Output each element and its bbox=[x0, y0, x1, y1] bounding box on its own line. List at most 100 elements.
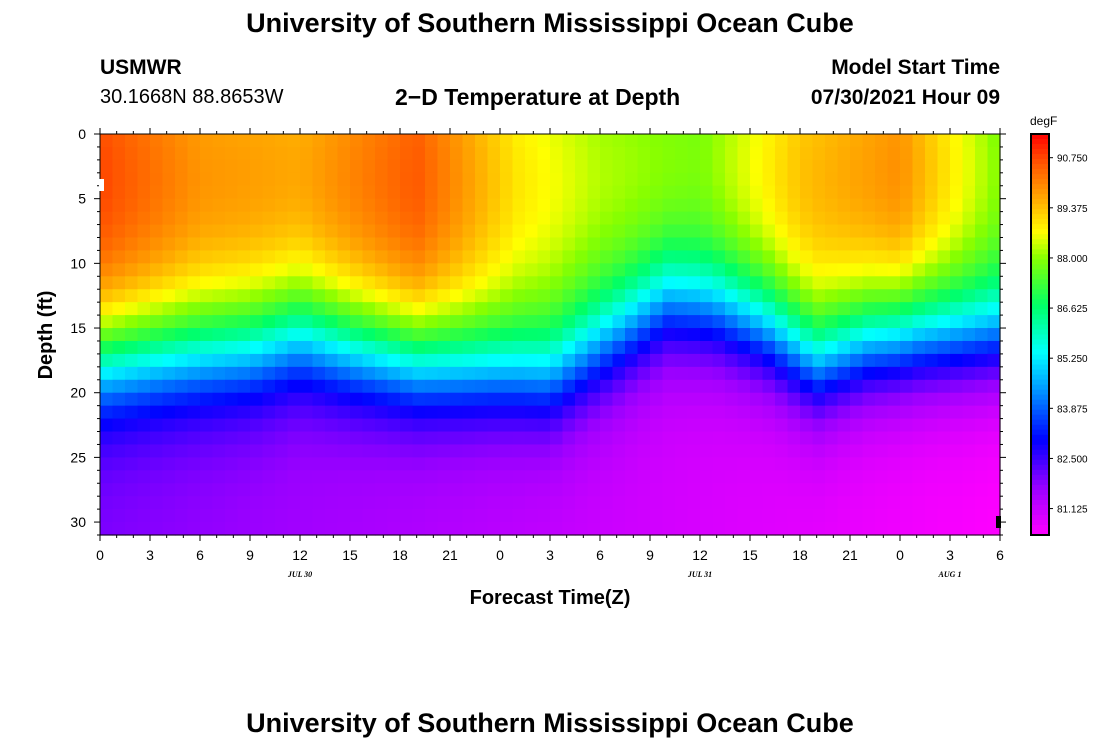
heatmap-cell bbox=[375, 172, 389, 187]
colorbar-swatch bbox=[1031, 514, 1049, 521]
heatmap-cell bbox=[937, 405, 951, 420]
heatmap-cell bbox=[275, 302, 289, 316]
heatmap-cell bbox=[875, 496, 889, 510]
heatmap-cell bbox=[300, 263, 314, 277]
heatmap-cell bbox=[825, 134, 839, 148]
heatmap-cell bbox=[950, 263, 964, 277]
heatmap-cell bbox=[262, 250, 276, 264]
heatmap-cell bbox=[437, 392, 451, 407]
heatmap-cell bbox=[625, 457, 639, 471]
heatmap-cell bbox=[537, 211, 551, 226]
heatmap-cell bbox=[112, 340, 126, 355]
heatmap-cell bbox=[650, 237, 664, 252]
heatmap-cell bbox=[787, 185, 801, 200]
heatmap-cell bbox=[662, 340, 676, 355]
heatmap-cell bbox=[550, 134, 564, 148]
heatmap-cell bbox=[812, 289, 826, 303]
heatmap-cell bbox=[150, 198, 164, 213]
heatmap-cell bbox=[987, 276, 1001, 290]
heatmap-cell bbox=[612, 263, 626, 277]
heatmap-cell bbox=[750, 353, 764, 368]
heatmap-cell bbox=[400, 302, 414, 316]
heatmap-cell bbox=[175, 315, 189, 329]
heatmap-cell bbox=[337, 224, 351, 239]
heatmap-cell bbox=[950, 457, 964, 471]
heatmap-cell bbox=[337, 340, 351, 355]
heatmap-cell bbox=[875, 379, 889, 394]
heatmap-cell bbox=[900, 483, 914, 497]
heatmap-cell bbox=[287, 198, 301, 213]
heatmap-cell bbox=[600, 366, 614, 381]
heatmap-cell bbox=[212, 263, 226, 277]
heatmap-cell bbox=[975, 263, 989, 277]
heatmap-cell bbox=[537, 522, 551, 536]
heatmap-cell bbox=[587, 146, 601, 161]
heatmap-cell bbox=[600, 185, 614, 200]
heatmap-cell bbox=[600, 392, 614, 407]
heatmap-cell bbox=[525, 522, 539, 536]
heatmap-cell bbox=[425, 289, 439, 303]
heatmap-cell bbox=[950, 444, 964, 458]
heatmap-cell bbox=[287, 315, 301, 329]
heatmap-cell bbox=[825, 457, 839, 471]
heatmap-cell bbox=[675, 483, 689, 497]
heatmap-cell bbox=[362, 444, 376, 458]
heatmap-cell bbox=[412, 237, 426, 252]
heatmap-cell bbox=[437, 134, 451, 148]
heatmap-cell bbox=[725, 392, 739, 407]
heatmap-cell bbox=[937, 224, 951, 239]
colorbar-swatch bbox=[1031, 239, 1049, 245]
heatmap-cell bbox=[975, 211, 989, 226]
heatmap-cell bbox=[637, 315, 651, 329]
heatmap-cell bbox=[275, 134, 289, 148]
heatmap-cell bbox=[550, 276, 564, 290]
heatmap-cell bbox=[650, 263, 664, 277]
heatmap-cell bbox=[950, 392, 964, 407]
heatmap-cell bbox=[787, 276, 801, 290]
heatmap-cell bbox=[500, 185, 514, 200]
heatmap-cell bbox=[237, 418, 251, 433]
heatmap-cell bbox=[400, 444, 414, 458]
heatmap-cell bbox=[125, 392, 139, 407]
heatmap-cell bbox=[237, 276, 251, 290]
heatmap-cell bbox=[500, 483, 514, 497]
heatmap-cell bbox=[925, 302, 939, 316]
heatmap-cell bbox=[187, 483, 201, 497]
heatmap-cell bbox=[537, 509, 551, 523]
colorbar-swatch bbox=[1031, 269, 1049, 275]
heatmap-cell bbox=[412, 405, 426, 420]
heatmap-cell bbox=[900, 444, 914, 458]
heatmap-cell bbox=[712, 340, 726, 355]
heatmap-cell bbox=[662, 211, 676, 226]
heatmap-cell bbox=[637, 457, 651, 471]
heatmap-cell bbox=[912, 379, 926, 394]
heatmap-cell bbox=[162, 224, 176, 239]
heatmap-cell bbox=[700, 418, 714, 433]
colorbar-swatch bbox=[1031, 309, 1049, 316]
heatmap-cell bbox=[512, 457, 526, 471]
heatmap-cell bbox=[150, 328, 164, 342]
heatmap-cell bbox=[225, 224, 239, 239]
heatmap-cell bbox=[450, 289, 464, 303]
heatmap-cell bbox=[987, 379, 1001, 394]
heatmap-cell bbox=[287, 224, 301, 239]
heatmap-cell bbox=[887, 418, 901, 433]
heatmap-cell bbox=[462, 134, 476, 148]
heatmap-cell bbox=[975, 457, 989, 471]
heatmap-cell bbox=[100, 276, 114, 290]
heatmap-cell bbox=[825, 315, 839, 329]
heatmap-cell bbox=[450, 509, 464, 523]
heatmap-cell bbox=[200, 405, 214, 420]
heatmap-cell bbox=[950, 224, 964, 239]
heatmap-cell bbox=[837, 211, 851, 226]
heatmap-cell bbox=[100, 146, 114, 161]
heatmap-cell bbox=[475, 457, 489, 471]
heatmap-cell bbox=[987, 418, 1001, 433]
heatmap-cell bbox=[912, 159, 926, 174]
heatmap-cell bbox=[450, 159, 464, 174]
heatmap-cell bbox=[387, 224, 401, 239]
heatmap-cell bbox=[625, 224, 639, 239]
heatmap-cell bbox=[100, 366, 114, 381]
heatmap-cell bbox=[187, 509, 201, 523]
heatmap-cell bbox=[487, 159, 501, 174]
